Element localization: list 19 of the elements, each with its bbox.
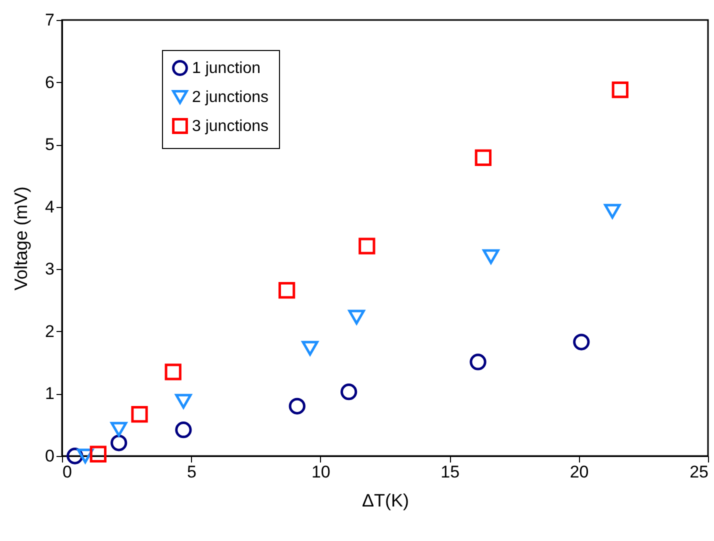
y-axis-title: Voltage (mV) — [11, 186, 32, 291]
y-tick-label: 7 — [45, 10, 54, 30]
x-tick-label: 25 — [690, 462, 708, 482]
y-tick-label: 6 — [45, 72, 54, 92]
y-tick-label: 3 — [45, 260, 54, 279]
y-tick-label: 0 — [45, 446, 54, 466]
y-tick-label: 2 — [45, 322, 54, 341]
legend-label: 3 junctions — [192, 118, 268, 135]
x-tick-label: 5 — [186, 462, 196, 482]
y-tick-label: 5 — [45, 135, 54, 154]
x-tick-label: 15 — [440, 462, 460, 482]
x-tick-label: 20 — [570, 462, 589, 482]
x-tick-label: 10 — [311, 462, 330, 482]
y-tick-label: 1 — [45, 384, 54, 404]
legend-label: 2 junctions — [192, 89, 268, 106]
y-tick-label: 4 — [45, 197, 54, 216]
x-axis-title: ΔT(K) — [362, 490, 410, 510]
x-tick-label: 0 — [62, 462, 72, 482]
legend-label: 1 junction — [192, 60, 260, 77]
